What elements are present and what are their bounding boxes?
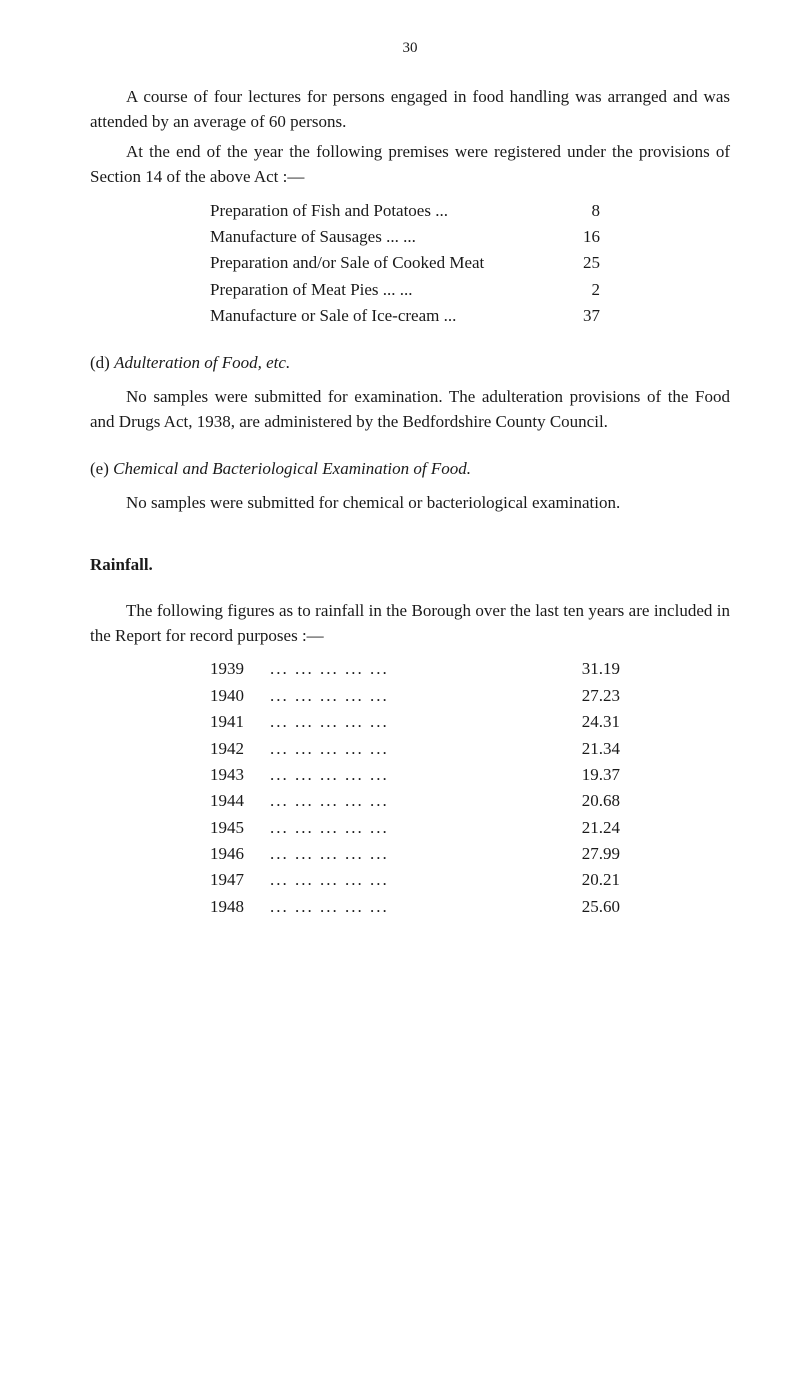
rainfall-value: 21.34 (560, 736, 620, 762)
premises-label: Manufacture of Sausages ... ... (210, 224, 560, 250)
rainfall-row: 1939 ... ... ... ... ... 31.19 (210, 656, 730, 682)
rainfall-intro: The following figures as to rainfall in … (90, 599, 730, 648)
premises-label: Preparation of Meat Pies ... ... (210, 277, 560, 303)
premises-row: Manufacture or Sale of Ice-cream ... 37 (210, 303, 730, 329)
rainfall-year: 1941 (210, 709, 270, 735)
rainfall-dots: ... ... ... ... ... (270, 788, 560, 814)
rainfall-dots: ... ... ... ... ... (270, 736, 560, 762)
premises-label: Preparation of Fish and Potatoes ... (210, 198, 560, 224)
rainfall-year: 1948 (210, 894, 270, 920)
rainfall-value: 20.68 (560, 788, 620, 814)
rainfall-year: 1940 (210, 683, 270, 709)
premises-list: Preparation of Fish and Potatoes ... 8 M… (90, 198, 730, 330)
rainfall-value: 31.19 (560, 656, 620, 682)
rainfall-dots: ... ... ... ... ... (270, 841, 560, 867)
section-d-body: No samples were submitted for examinatio… (90, 385, 730, 434)
rainfall-row: 1947 ... ... ... ... ... 20.21 (210, 867, 730, 893)
rainfall-row: 1944 ... ... ... ... ... 20.68 (210, 788, 730, 814)
premises-value: 8 (560, 198, 600, 224)
premises-label: Preparation and/or Sale of Cooked Meat (210, 250, 560, 276)
rainfall-year: 1946 (210, 841, 270, 867)
premises-label: Manufacture or Sale of Ice-cream ... (210, 303, 560, 329)
rainfall-value: 25.60 (560, 894, 620, 920)
rainfall-year: 1947 (210, 867, 270, 893)
intro-paragraph-1: A course of four lectures for persons en… (90, 85, 730, 134)
rainfall-year: 1945 (210, 815, 270, 841)
rainfall-dots: ... ... ... ... ... (270, 683, 560, 709)
premises-row: Preparation and/or Sale of Cooked Meat 2… (210, 250, 730, 276)
rainfall-year: 1943 (210, 762, 270, 788)
rainfall-year: 1944 (210, 788, 270, 814)
intro-paragraph-2: At the end of the year the following pre… (90, 140, 730, 189)
rainfall-dots: ... ... ... ... ... (270, 656, 560, 682)
premises-value: 16 (560, 224, 600, 250)
rainfall-value: 19.37 (560, 762, 620, 788)
premises-value: 2 (560, 277, 600, 303)
rainfall-row: 1940 ... ... ... ... ... 27.23 (210, 683, 730, 709)
section-d-prefix: (d) (90, 353, 114, 372)
rainfall-value: 27.99 (560, 841, 620, 867)
rainfall-row: 1942 ... ... ... ... ... 21.34 (210, 736, 730, 762)
rainfall-row: 1948 ... ... ... ... ... 25.60 (210, 894, 730, 920)
rainfall-dots: ... ... ... ... ... (270, 762, 560, 788)
rainfall-list: 1939 ... ... ... ... ... 31.19 1940 ... … (90, 656, 730, 919)
premises-row: Preparation of Meat Pies ... ... 2 (210, 277, 730, 303)
section-e-heading: (e) Chemical and Bacteriological Examina… (90, 459, 730, 479)
rainfall-dots: ... ... ... ... ... (270, 815, 560, 841)
rainfall-row: 1943 ... ... ... ... ... 19.37 (210, 762, 730, 788)
rainfall-dots: ... ... ... ... ... (270, 867, 560, 893)
section-d-heading: (d) Adulteration of Food, etc. (90, 353, 730, 373)
premises-row: Preparation of Fish and Potatoes ... 8 (210, 198, 730, 224)
rainfall-year: 1942 (210, 736, 270, 762)
rainfall-year: 1939 (210, 656, 270, 682)
rainfall-value: 20.21 (560, 867, 620, 893)
section-e-body: No samples were submitted for chemical o… (90, 491, 730, 516)
rainfall-value: 21.24 (560, 815, 620, 841)
section-e-prefix: (e) (90, 459, 113, 478)
premises-value: 37 (560, 303, 600, 329)
rainfall-value: 24.31 (560, 709, 620, 735)
page-container: 30 A course of four lectures for persons… (0, 0, 800, 980)
rainfall-row: 1945 ... ... ... ... ... 21.24 (210, 815, 730, 841)
page-number: 30 (90, 40, 730, 57)
rainfall-row: 1941 ... ... ... ... ... 24.31 (210, 709, 730, 735)
rainfall-row: 1946 ... ... ... ... ... 27.99 (210, 841, 730, 867)
rainfall-dots: ... ... ... ... ... (270, 894, 560, 920)
rainfall-value: 27.23 (560, 683, 620, 709)
section-e-title: Chemical and Bacteriological Examination… (113, 459, 471, 478)
rainfall-heading: Rainfall. (90, 555, 730, 575)
premises-value: 25 (560, 250, 600, 276)
premises-row: Manufacture of Sausages ... ... 16 (210, 224, 730, 250)
rainfall-dots: ... ... ... ... ... (270, 709, 560, 735)
section-d-title: Adulteration of Food, etc. (114, 353, 290, 372)
